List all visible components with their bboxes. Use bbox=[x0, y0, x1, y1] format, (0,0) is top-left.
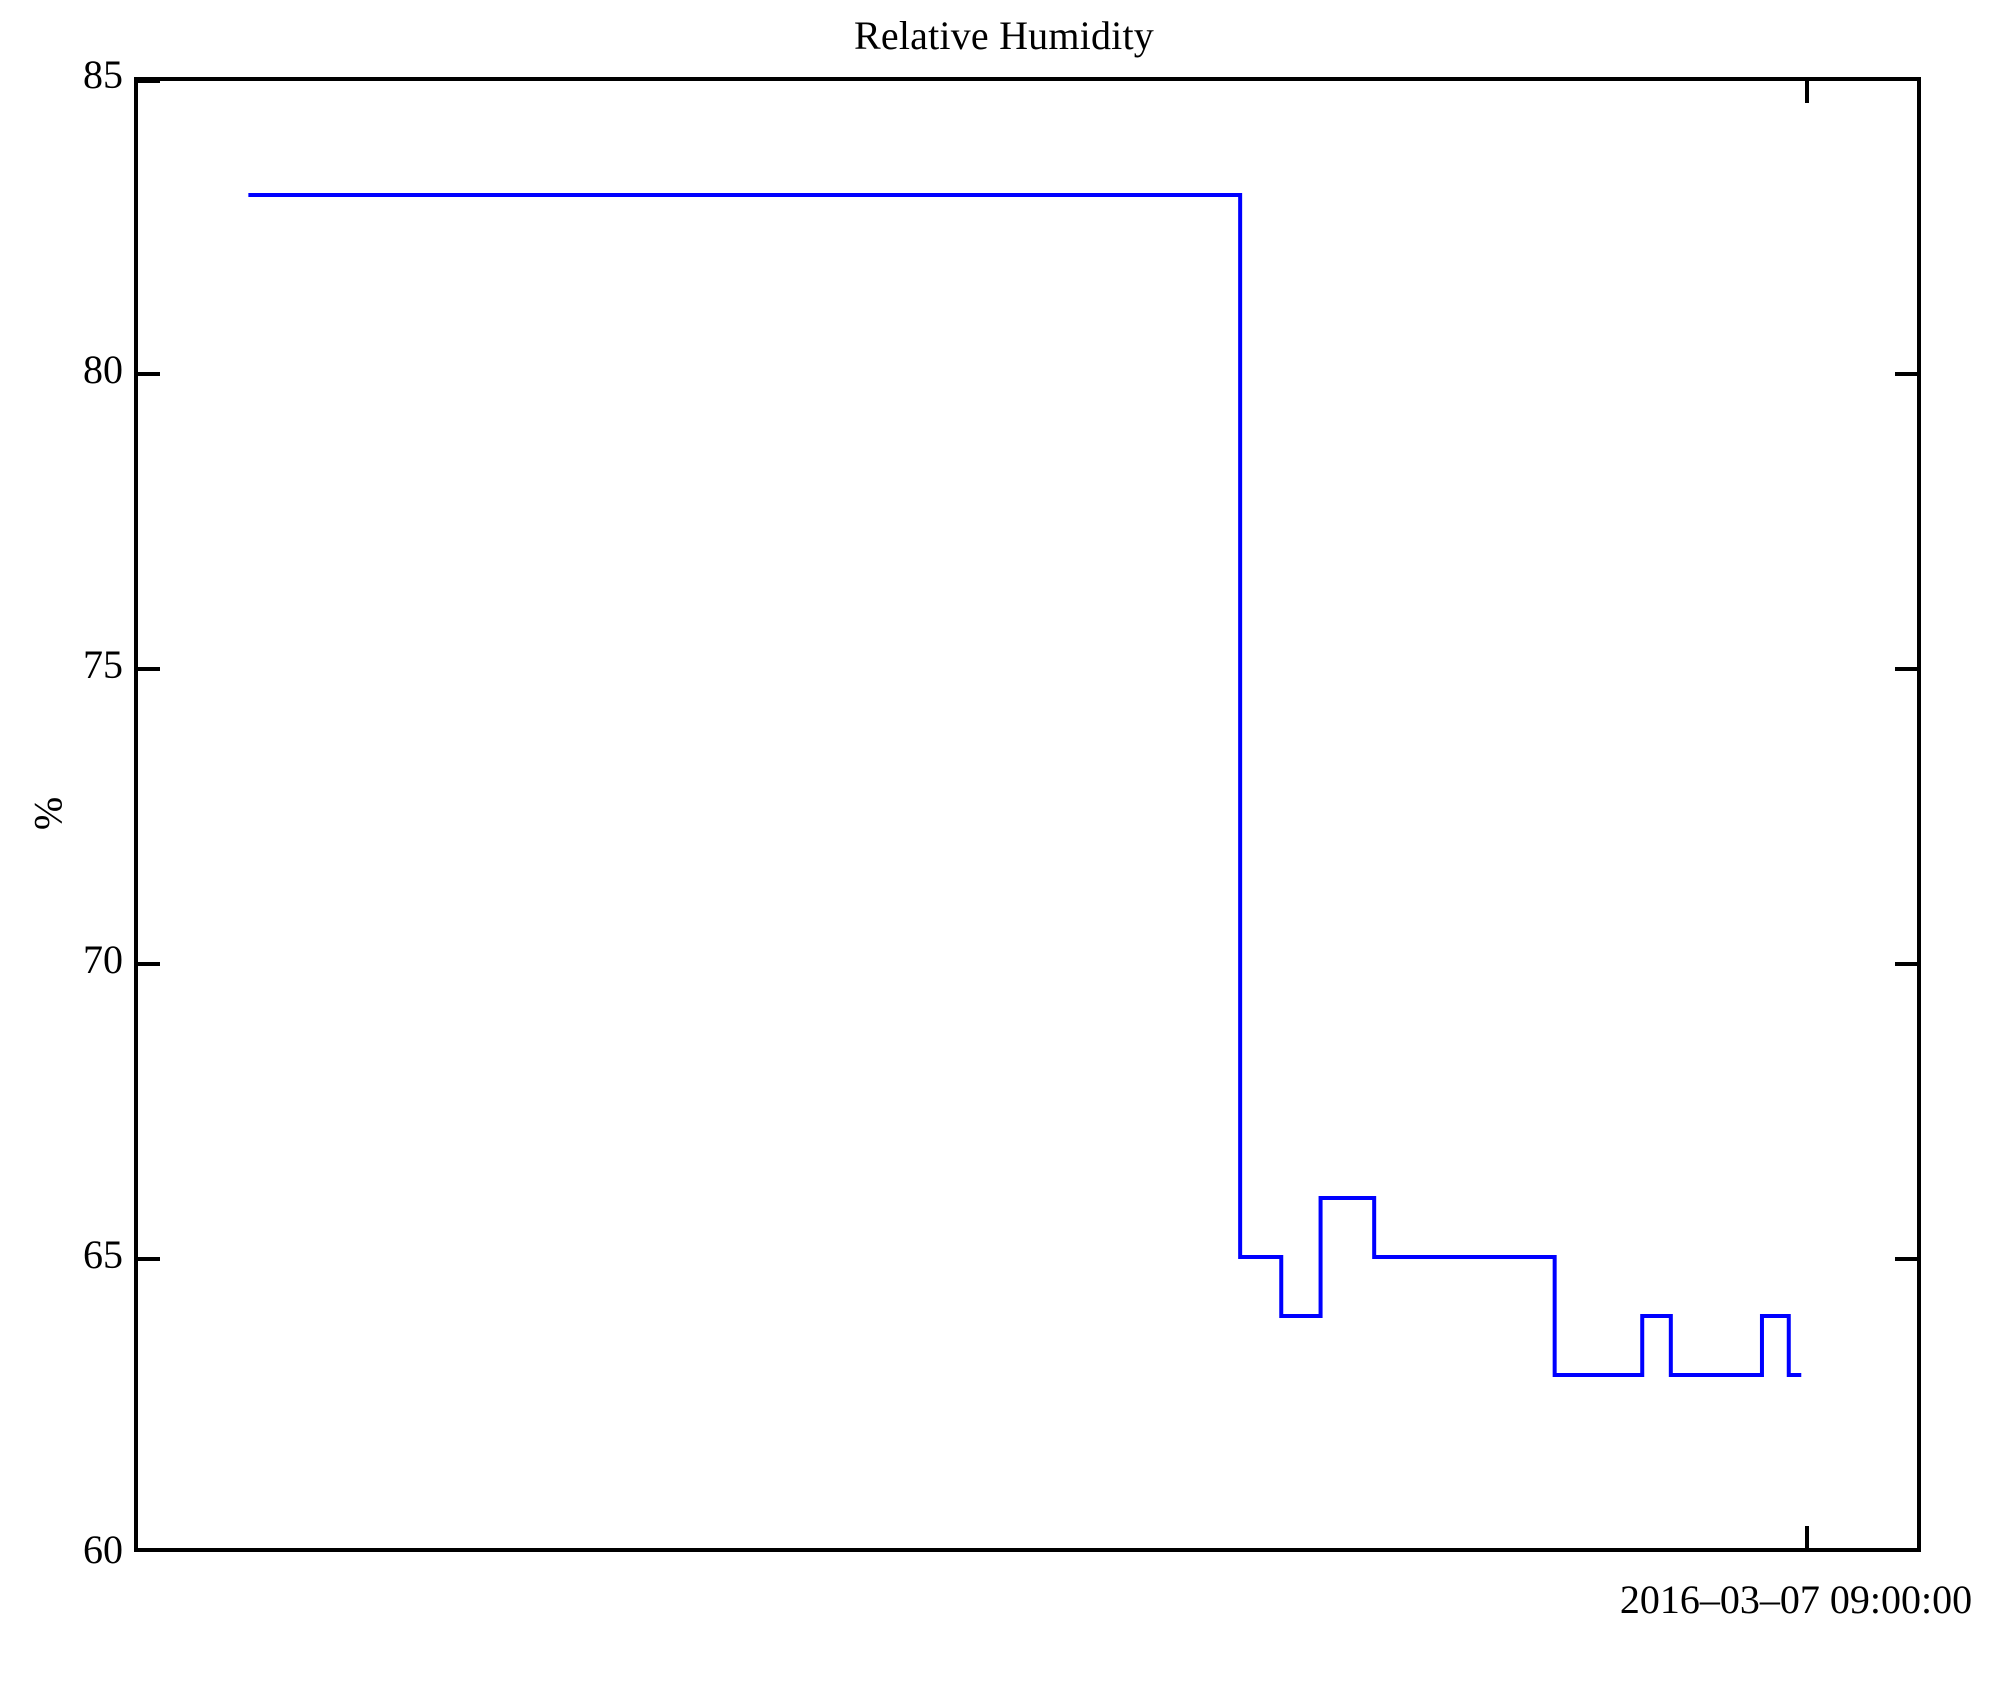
y-axis-tick-label: 75 bbox=[83, 642, 123, 687]
y-axis-tick-label: 70 bbox=[83, 937, 123, 982]
x-axis-tick-label: 2016‒03‒07 09:00:00 bbox=[1619, 1577, 1973, 1622]
y-axis-tick-mark-right bbox=[1895, 962, 1921, 966]
y-axis-tick-label: 85 bbox=[83, 52, 123, 97]
y-axis-tick-label: 65 bbox=[83, 1232, 123, 1277]
y-axis-tick-mark bbox=[134, 372, 160, 376]
y-axis-tick-mark-right bbox=[1895, 372, 1921, 376]
x-axis-tick-mark-bottom bbox=[1804, 1526, 1809, 1552]
y-axis-label: % bbox=[25, 796, 71, 831]
data-series-plot bbox=[248, 193, 1802, 1377]
y-axis-tick-mark bbox=[134, 79, 160, 83]
y-axis-tick-label: 60 bbox=[83, 1527, 123, 1572]
x-axis-tick-mark-top bbox=[1804, 77, 1809, 103]
chart-title: Relative Humidity bbox=[853, 13, 1155, 58]
y-axis-tick-label: 80 bbox=[83, 347, 123, 392]
y-axis-tick-mark-right bbox=[1895, 1257, 1921, 1261]
y-axis-tick-mark bbox=[134, 962, 160, 966]
y-axis-tick-mark bbox=[134, 667, 160, 671]
y-axis-tick-mark bbox=[134, 1257, 160, 1261]
y-axis-tick-mark bbox=[134, 1548, 160, 1552]
y-axis-tick-mark-right bbox=[1895, 667, 1921, 671]
series-line-relative-humidity bbox=[248, 193, 1802, 1377]
plot-frame bbox=[134, 77, 1921, 1552]
